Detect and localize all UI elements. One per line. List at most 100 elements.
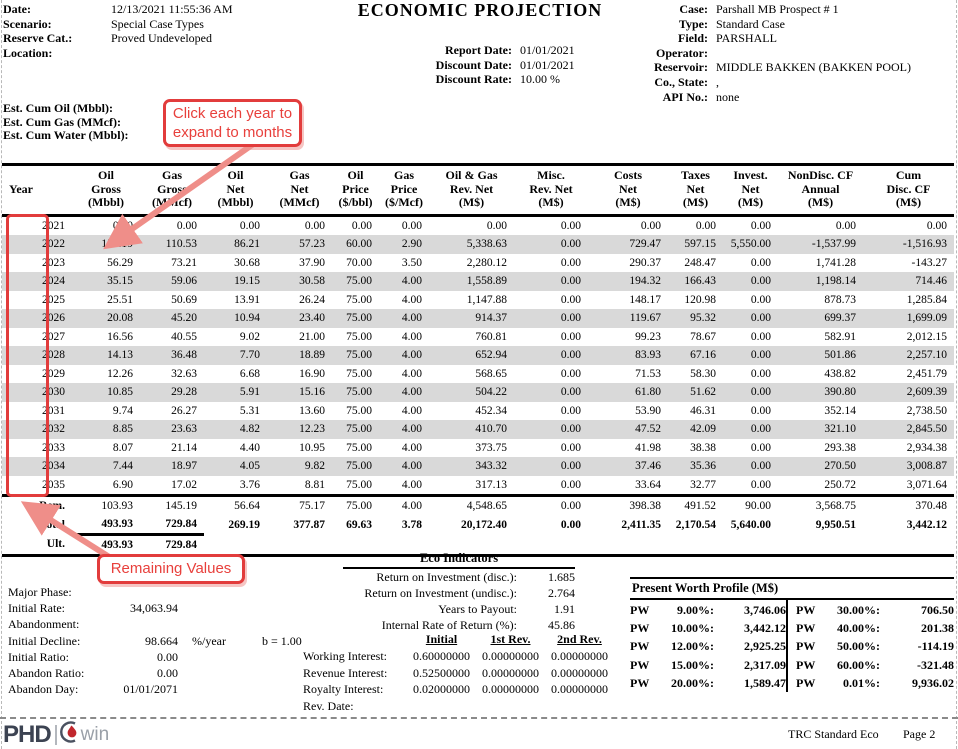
year-cell[interactable]: 2031 — [42, 404, 65, 417]
field-label: Abandonment: — [8, 617, 80, 632]
table-row: 2022 158.19 110.53 86.21 57.23 60.00 2.90 5,338… — [2, 235, 954, 254]
logo-phd-text: PHD — [3, 720, 52, 748]
value-cell: 0.00 — [560, 460, 581, 473]
value-cell: 0.00 — [560, 441, 581, 454]
value-cell: 75.00 — [346, 441, 372, 454]
value-cell: 0.00 — [750, 460, 771, 473]
table-header-row: Year Oil Gross (Mbbl) Gas Gross (MMcf) Oil Net (M… — [2, 163, 954, 217]
value-cell: 16.90 — [299, 367, 325, 380]
value-cell: 293.38 — [824, 441, 856, 454]
column-header: Misc. Rev. Net (M$) — [514, 163, 588, 217]
field-value: 12/13/2021 11:55:36 AM — [111, 2, 233, 16]
value-cell: 9.74 — [112, 404, 133, 417]
value-cell: 714.46 — [915, 275, 947, 288]
value-cell: 410.70 — [475, 423, 507, 436]
year-cell[interactable]: 2028 — [42, 349, 65, 362]
value-cell: 14.13 — [107, 349, 133, 362]
value-cell: 729.47 — [629, 238, 661, 251]
field-row: Est. Cum Oil (Mbbl): — [3, 101, 137, 116]
year-cell[interactable]: 2027 — [42, 330, 65, 343]
value-cell: 501.86 — [824, 349, 856, 362]
value-cell: 86.21 — [234, 238, 260, 251]
value-cell: 0.00 — [750, 386, 771, 399]
field-row: Reserve Cat.: Proved Undeveloped — [3, 31, 333, 46]
year-cell[interactable]: 2035 — [42, 478, 65, 491]
value-cell: 3,008.87 — [906, 460, 947, 473]
value-cell: 0.00 — [560, 518, 581, 531]
field-value: 98.664 — [145, 633, 178, 648]
field-value: 2.764 — [548, 586, 575, 600]
pw-rate: 60.00%: — [837, 657, 880, 672]
table-row: 2033 8.07 21.14 4.40 10.95 75.00 4.00 373.75 0.0… — [2, 439, 954, 458]
year-cell[interactable]: 2033 — [42, 441, 65, 454]
field-row: Scenario: Special Case Types — [3, 17, 333, 32]
pw-row: PW 30.00%: 706.50 — [796, 601, 954, 619]
field-value — [476, 698, 545, 715]
field-label: Initial Decline: — [8, 633, 81, 648]
field-label: Date: — [3, 2, 31, 16]
year-cell[interactable]: 2025 — [42, 293, 65, 306]
field-value — [545, 698, 614, 715]
value-cell: 57.23 — [299, 238, 325, 251]
value-cell: 493.93 — [72, 515, 140, 536]
eco-indicator-rows: Return on Investment (disc.): 1.685 Return… — [343, 569, 575, 633]
field-value: 0.00000000 — [482, 665, 539, 680]
year-cell[interactable]: 2030 — [42, 386, 65, 399]
value-cell: 7.70 — [239, 349, 260, 362]
value-cell — [863, 534, 954, 557]
value-cell: 0.00 — [560, 275, 581, 288]
table-row: 2023 56.29 73.21 30.68 37.90 70.00 3.50 2,280.1… — [2, 254, 954, 273]
field-value: PARSHALL — [716, 31, 777, 46]
value-cell: 0.00 — [239, 219, 260, 232]
value-cell: 3,442.12 — [906, 518, 947, 531]
value-cell: 75.00 — [346, 367, 372, 380]
field-row: Initial Rate: 34,063.94 — [8, 600, 328, 616]
table-row: 2021 0.00 0.00 0.00 0.00 0.00 0.00 0.00 0.00 0.00… — [2, 215, 954, 235]
value-cell: 103.93 — [72, 494, 140, 515]
value-cell: 75.00 — [346, 312, 372, 325]
value-cell: 90.00 — [723, 494, 778, 515]
year-cell[interactable]: 2032 — [42, 423, 65, 436]
value-cell: 8.85 — [112, 423, 133, 436]
pw-rate: 12.00%: — [671, 639, 714, 654]
year-cell[interactable]: 2021 — [42, 219, 65, 232]
value-cell: 270.50 — [824, 460, 856, 473]
value-cell: 390.80 — [824, 386, 856, 399]
value-cell: 352.14 — [824, 404, 856, 417]
pw-label: PW — [796, 603, 816, 617]
value-cell: 493.93 — [72, 534, 140, 557]
value-cell: 4.40 — [239, 441, 260, 454]
value-cell: 0.00 — [750, 441, 771, 454]
value-cell: 321.10 — [824, 423, 856, 436]
year-cell[interactable]: 2022 — [42, 238, 65, 251]
value-cell: 1,198.14 — [815, 275, 856, 288]
value-cell: 9.82 — [304, 460, 325, 473]
year-cell[interactable]: 2026 — [42, 312, 65, 325]
value-cell: 582.91 — [824, 330, 856, 343]
case-info: Case: Parshall MB Prospect # 1 Type: Standa… — [598, 2, 954, 104]
field-value: 1.685 — [548, 570, 575, 584]
value-cell: 0.00 — [560, 349, 581, 362]
year-cell[interactable]: 2034 — [42, 460, 65, 473]
value-cell: 32.77 — [690, 478, 716, 491]
column-header: Taxes Net (M$) — [668, 163, 723, 217]
value-cell: 69.63 — [346, 518, 372, 531]
value-cell: 760.81 — [475, 330, 507, 343]
value-cell — [204, 534, 267, 557]
value-cell: 8.07 — [112, 441, 133, 454]
field-row: Abandon Ratio: 0.00 — [8, 665, 328, 681]
field-label: Est. Cum Gas (MMcf): — [3, 114, 121, 129]
value-cell: 3.78 — [401, 518, 422, 531]
field-label: Scenario: — [3, 16, 52, 31]
value-cell: 166.43 — [684, 275, 716, 288]
year-cell[interactable]: 2023 — [42, 256, 65, 269]
value-cell: 119.67 — [629, 312, 661, 325]
field-label: Reservoir: — [654, 60, 708, 75]
value-cell: 33.64 — [635, 478, 661, 491]
year-cell[interactable]: 2029 — [42, 367, 65, 380]
value-cell: 373.75 — [475, 441, 507, 454]
field-row: Initial Decline: 98.664 %/year b = 1.00 — [8, 633, 328, 649]
pw-value: 2,317.09 — [744, 657, 786, 672]
year-cell[interactable]: 2024 — [42, 275, 65, 288]
value-cell: 0.00 — [304, 219, 325, 232]
